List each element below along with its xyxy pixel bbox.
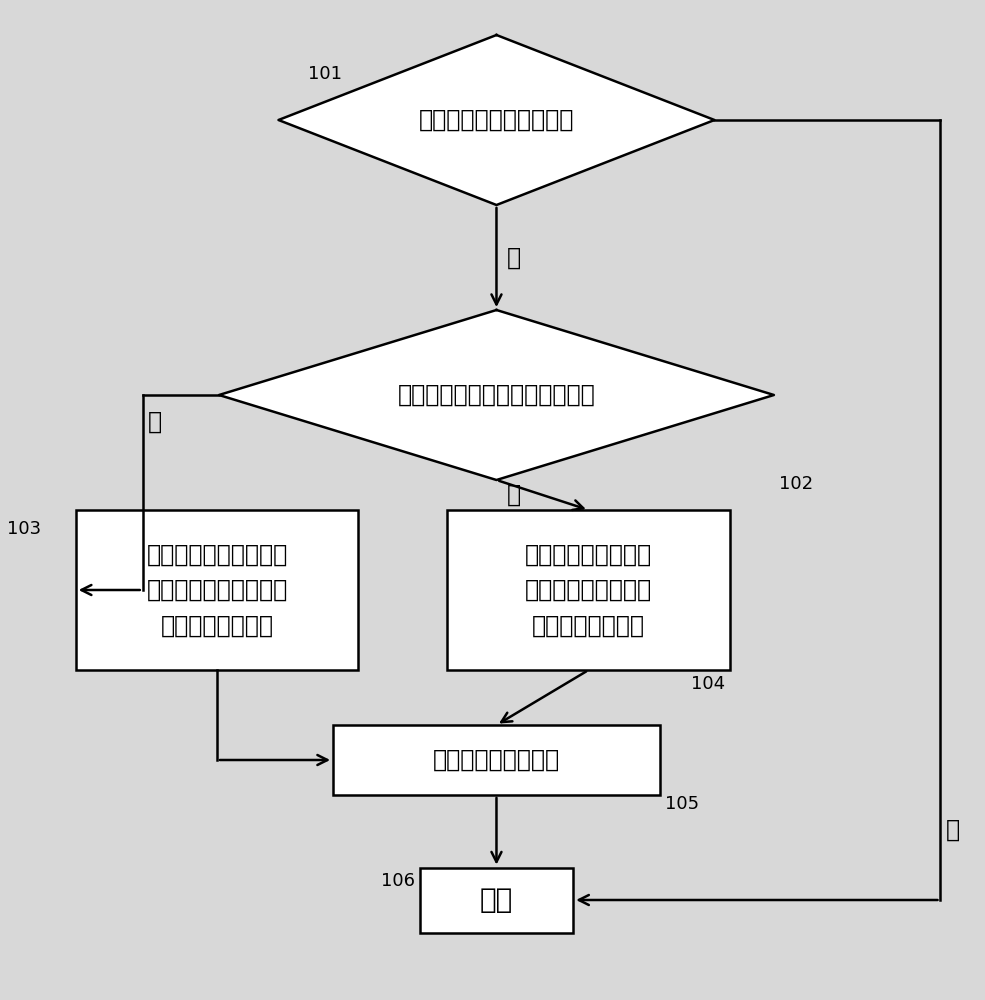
Bar	[420, 867, 573, 932]
Text: 101: 101	[308, 65, 342, 83]
Polygon shape	[219, 310, 774, 480]
Bar	[76, 510, 359, 670]
Text: 离合器是否处于接合过程: 离合器是否处于接合过程	[419, 108, 574, 132]
Text: 105: 105	[665, 795, 699, 813]
Text: 输入轴转速传感器是否发生故障: 输入轴转速传感器是否发生故障	[398, 383, 595, 407]
Text: 104: 104	[690, 675, 725, 693]
Text: 否: 否	[148, 410, 162, 434]
Text: 否: 否	[946, 818, 959, 842]
Text: 102: 102	[779, 475, 813, 493]
Text: 根据输入轴转速传感器
监测得到输入轴转速值
来计算离合器滑差: 根据输入轴转速传感器 监测得到输入轴转速值 来计算离合器滑差	[147, 543, 288, 637]
Text: 106: 106	[381, 872, 415, 890]
Text: 获得离合器接合速度: 获得离合器接合速度	[433, 748, 560, 772]
Bar	[447, 510, 730, 670]
Text: 103: 103	[7, 520, 41, 538]
Bar	[333, 725, 660, 795]
Text: 是: 是	[506, 245, 520, 269]
Text: 是: 是	[506, 483, 520, 507]
Polygon shape	[279, 35, 714, 205]
Text: 结束: 结束	[480, 886, 513, 914]
Text: 计算输入轴转速模拟
值作为输入轴转速值
来计算离合器滑差: 计算输入轴转速模拟 值作为输入轴转速值 来计算离合器滑差	[525, 543, 652, 637]
